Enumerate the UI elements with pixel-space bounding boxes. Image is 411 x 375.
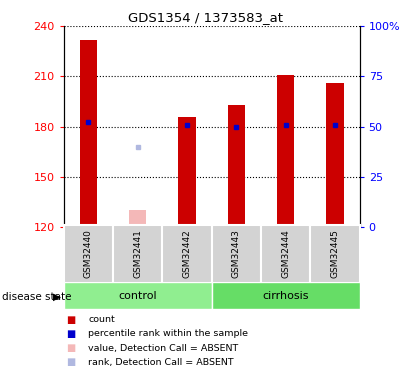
Text: ▶: ▶: [53, 292, 61, 302]
Text: percentile rank within the sample: percentile rank within the sample: [88, 329, 248, 338]
Bar: [162, 225, 212, 283]
Bar: [64, 282, 212, 309]
Text: GSM32443: GSM32443: [232, 230, 241, 279]
Bar: [212, 282, 360, 309]
Bar: [261, 225, 310, 283]
Text: control: control: [118, 291, 157, 301]
Text: GDS1354 / 1373583_at: GDS1354 / 1373583_at: [128, 11, 283, 24]
Text: count: count: [88, 315, 115, 324]
Bar: [80, 40, 97, 227]
Bar: [310, 225, 360, 283]
Bar: [326, 83, 344, 227]
Bar: [113, 225, 162, 283]
Text: GSM32442: GSM32442: [182, 230, 192, 278]
Text: rank, Detection Call = ABSENT: rank, Detection Call = ABSENT: [88, 358, 234, 367]
Text: GSM32445: GSM32445: [330, 230, 339, 279]
Text: ■: ■: [66, 357, 75, 367]
Text: ■: ■: [66, 315, 75, 324]
Text: disease state: disease state: [2, 292, 72, 302]
Text: ■: ■: [66, 329, 75, 339]
Bar: [277, 75, 294, 227]
Text: GSM32441: GSM32441: [133, 230, 142, 279]
Text: GSM32444: GSM32444: [281, 230, 290, 278]
Text: value, Detection Call = ABSENT: value, Detection Call = ABSENT: [88, 344, 239, 352]
Bar: [228, 105, 245, 227]
Bar: [64, 225, 113, 283]
Bar: [129, 210, 146, 227]
Text: GSM32440: GSM32440: [84, 230, 93, 279]
Bar: [178, 117, 196, 227]
Text: cirrhosis: cirrhosis: [262, 291, 309, 301]
Text: ■: ■: [66, 343, 75, 353]
Bar: [212, 225, 261, 283]
